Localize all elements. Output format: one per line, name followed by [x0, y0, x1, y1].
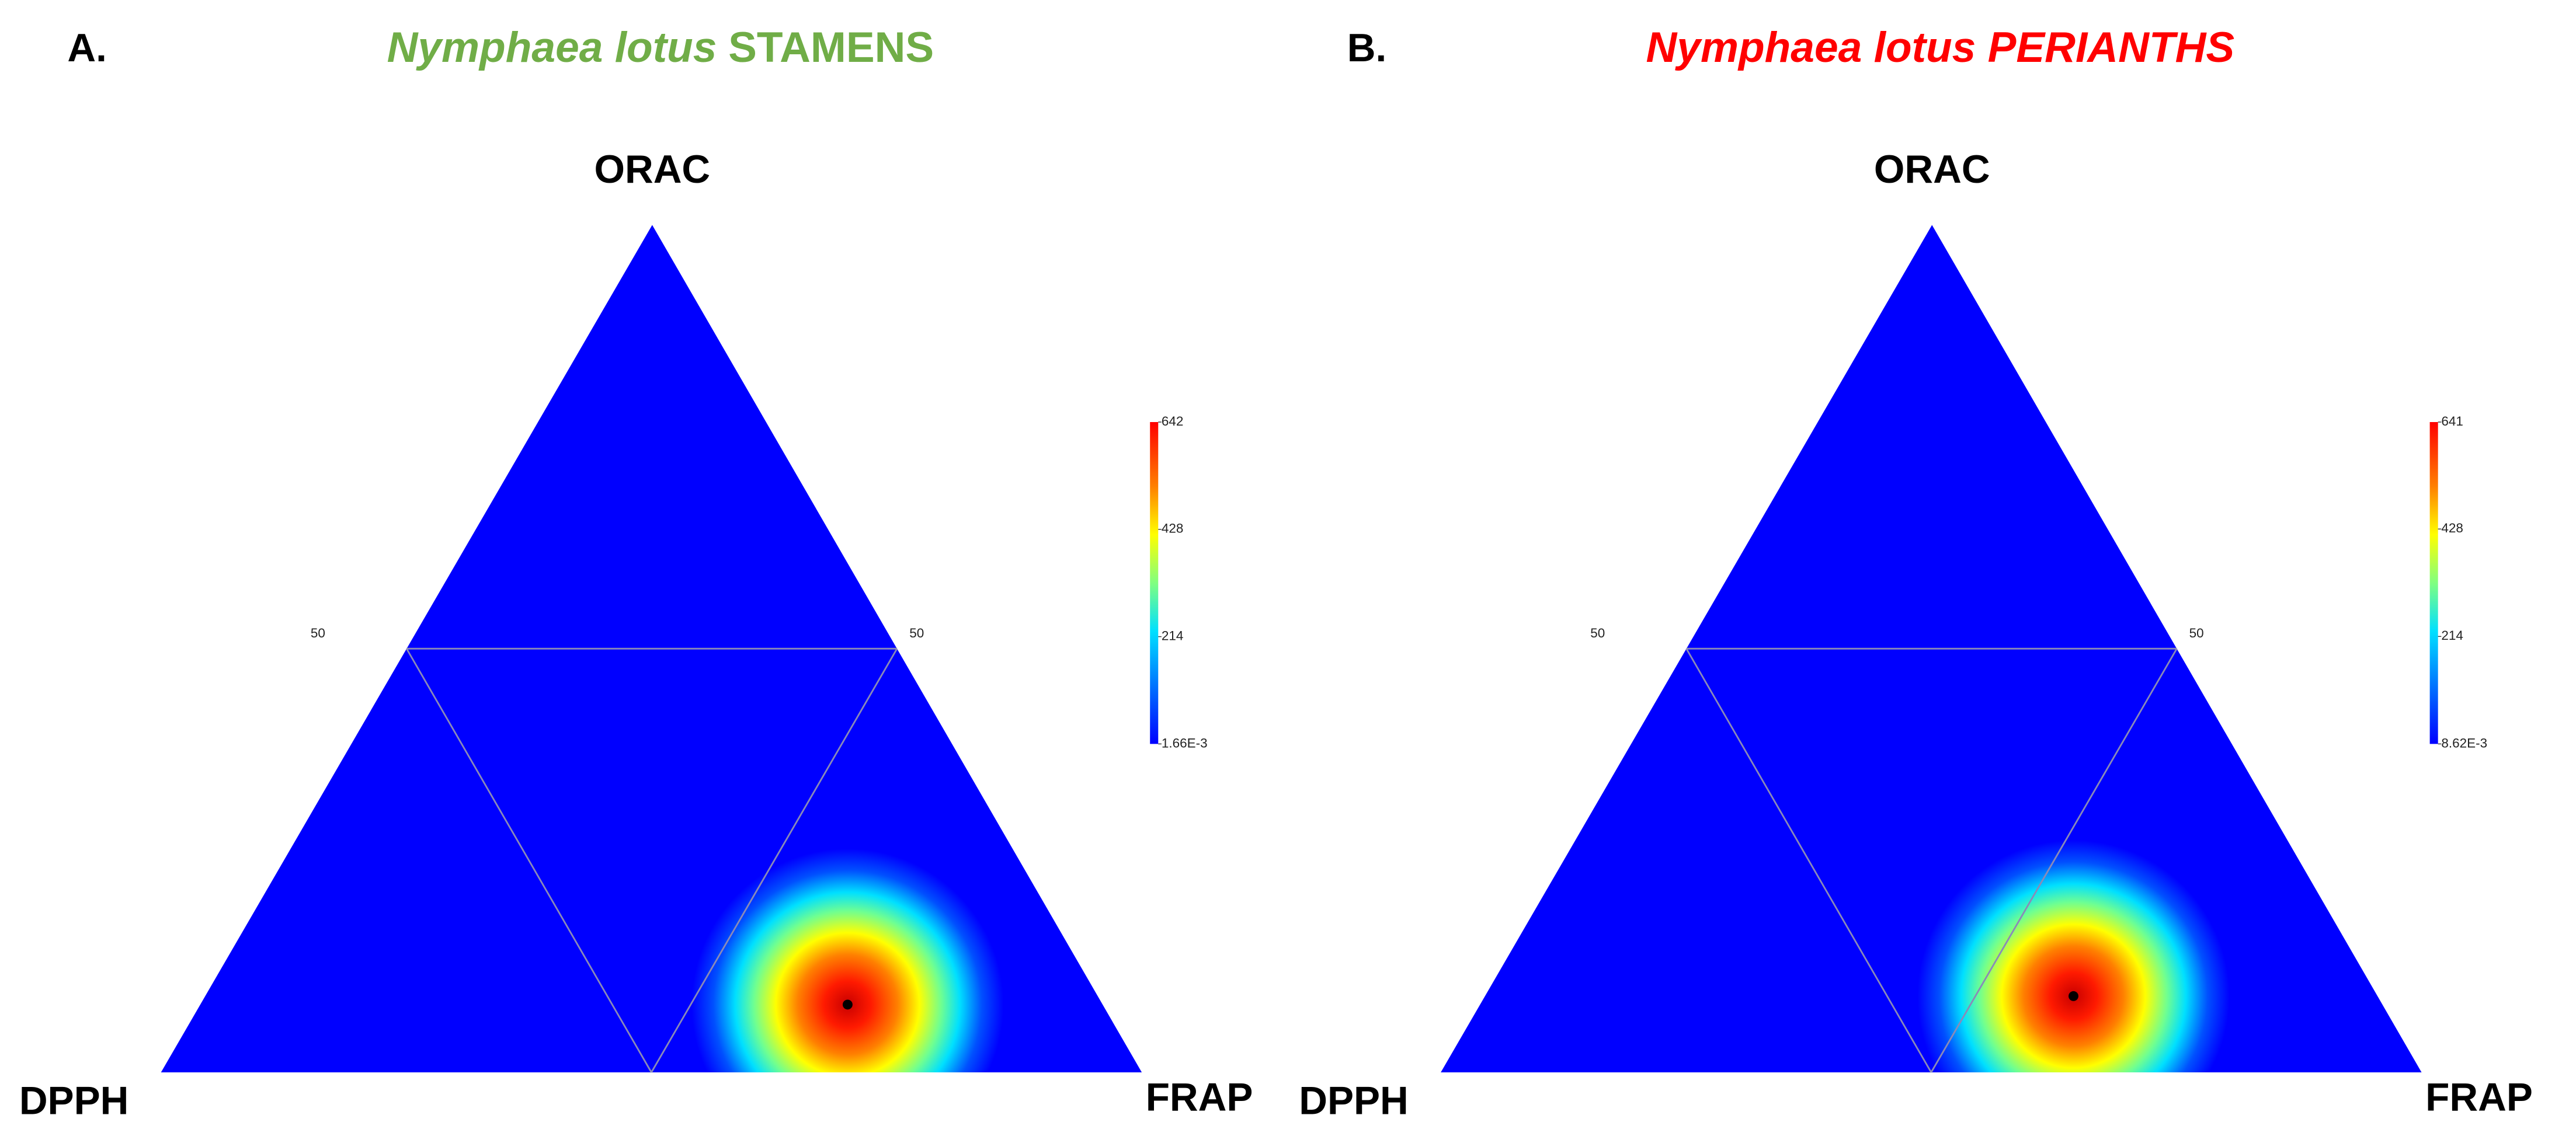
axis-label: ORAC — [1874, 148, 1990, 191]
chart-title: Nymphaea lotus PERIANTHS — [1646, 25, 2234, 72]
axis-label: FRAP — [2425, 1076, 2533, 1120]
grid-line — [1685, 648, 1932, 1073]
axis-label: ORAC — [594, 148, 710, 191]
grid-line — [1930, 648, 2178, 1073]
title-part: Nymphaea lotus — [387, 25, 717, 72]
chart-title: Nymphaea lotus STAMENS — [387, 25, 934, 72]
axis-label: DPPH — [19, 1079, 129, 1123]
colorbar-label: 214 — [1162, 629, 1184, 643]
panel-label: B. — [1347, 26, 1387, 70]
colorbar-label: 428 — [1162, 521, 1184, 536]
grid-line — [651, 648, 898, 1073]
colorbar — [2429, 422, 2438, 744]
tick-label: 50 — [311, 626, 325, 640]
panel: A. Nymphaea lotus STAMENS 50 50 ORAC DPPH FRAP 1… — [19, 25, 1253, 1123]
colorbar-label: 641 — [2441, 414, 2463, 428]
panel: B. Nymphaea lotus PERIANTHS 50 50 ORAC DPPH FR… — [1299, 25, 2533, 1123]
colorbar — [1150, 422, 1159, 744]
tick-label: 50 — [2189, 626, 2204, 640]
tick-label: 50 — [909, 626, 924, 640]
axis-label: DPPH — [1299, 1079, 1409, 1123]
colorbar-label: 428 — [2441, 521, 2463, 535]
colorbar-label: 214 — [2441, 628, 2463, 643]
title-part: Nymphaea lotus PERIANTHS — [1646, 25, 2234, 72]
colorbar-label: 642 — [1162, 414, 1184, 428]
tick-label: 50 — [1590, 626, 1605, 640]
grid-line — [406, 648, 652, 1073]
colorbar-label: 8.62E-3 — [2441, 736, 2487, 750]
peak-point — [842, 999, 853, 1010]
panel-label: A. — [67, 26, 107, 70]
peak-point — [2069, 991, 2078, 1001]
axis-label: FRAP — [1146, 1076, 1253, 1120]
title-part: STAMENS — [728, 25, 934, 72]
colorbar-label: 1.66E-3 — [1162, 736, 1208, 750]
